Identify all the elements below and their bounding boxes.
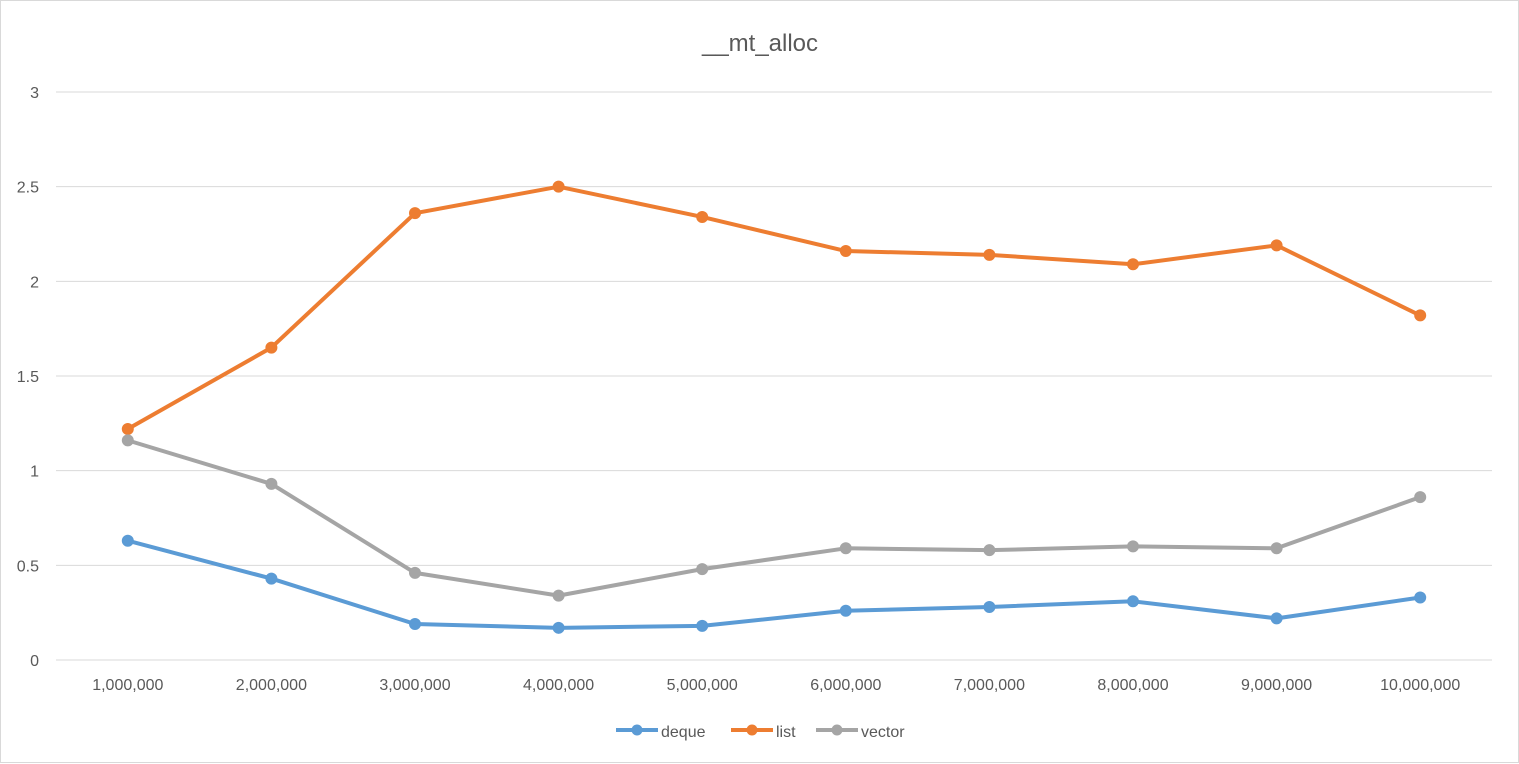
y-tick-label: 2.5 xyxy=(17,180,39,197)
data-point xyxy=(1414,491,1427,504)
series-line-list xyxy=(125,184,1423,432)
data-point xyxy=(265,572,278,585)
x-axis-ticks: 1,000,000 2,000,000 3,000,000 4,000,000 5,00… xyxy=(92,677,1460,694)
chart-title: __mt_alloc xyxy=(701,30,818,57)
y-tick-label: 3 xyxy=(30,85,39,102)
series-line-vector xyxy=(125,438,1423,598)
data-point xyxy=(409,566,421,579)
data-point xyxy=(409,618,421,631)
data-point xyxy=(1127,595,1139,608)
data-point xyxy=(1414,591,1427,604)
data-point xyxy=(265,477,278,490)
series-vector xyxy=(121,434,1427,602)
data-point xyxy=(265,341,278,354)
y-tick-label: 0 xyxy=(30,653,39,670)
data-point xyxy=(121,534,134,547)
data-point xyxy=(1127,540,1139,553)
y-tick-label: 0.5 xyxy=(17,558,39,575)
x-tick-label: 5,000,000 xyxy=(667,677,738,694)
data-point xyxy=(983,544,996,557)
x-tick-label: 6,000,000 xyxy=(810,677,881,694)
series-list xyxy=(121,180,1427,436)
legend-swatch-marker xyxy=(746,724,758,736)
x-tick-label: 1,000,000 xyxy=(92,677,163,694)
data-point xyxy=(121,434,134,447)
x-tick-label: 8,000,000 xyxy=(1097,677,1168,694)
gridlines xyxy=(56,91,1492,661)
data-point xyxy=(983,600,996,613)
series-line-deque xyxy=(125,538,1423,630)
legend-item-vector: vector xyxy=(816,724,905,741)
y-tick-label: 1 xyxy=(30,464,39,481)
data-point xyxy=(839,245,852,258)
y-tick-label: 1.5 xyxy=(17,369,39,386)
data-point xyxy=(552,621,565,634)
legend-label: vector xyxy=(861,724,905,741)
x-tick-label: 9,000,000 xyxy=(1241,677,1312,694)
data-point xyxy=(696,563,709,576)
data-point xyxy=(983,248,996,261)
data-point xyxy=(409,207,421,220)
data-point xyxy=(1270,239,1283,252)
data-point xyxy=(1127,258,1139,271)
legend: deque list vector xyxy=(616,724,905,741)
legend-label: list xyxy=(776,724,796,741)
data-point xyxy=(696,210,709,223)
series-lines xyxy=(121,180,1427,634)
y-axis-ticks: 0 0.5 1 1.5 2 2.5 3 xyxy=(17,85,39,670)
legend-swatch-marker xyxy=(831,724,843,736)
data-point xyxy=(839,542,852,555)
x-tick-label: 10,000,000 xyxy=(1380,677,1460,694)
series-deque xyxy=(121,534,1427,634)
legend-item-deque: deque xyxy=(616,724,706,741)
x-tick-label: 7,000,000 xyxy=(954,677,1025,694)
x-tick-label: 4,000,000 xyxy=(523,677,594,694)
legend-swatch-marker xyxy=(631,724,643,736)
y-tick-label: 2 xyxy=(30,274,39,291)
x-tick-label: 2,000,000 xyxy=(236,677,307,694)
data-point xyxy=(552,589,565,602)
data-point xyxy=(1414,309,1427,322)
data-point xyxy=(1270,542,1283,555)
legend-label: deque xyxy=(661,724,706,741)
data-point xyxy=(121,423,134,436)
data-point xyxy=(696,619,709,632)
data-point xyxy=(1270,612,1283,625)
x-tick-label: 3,000,000 xyxy=(379,677,450,694)
data-point xyxy=(552,180,565,193)
legend-item-list: list xyxy=(731,724,796,741)
data-point xyxy=(839,604,852,617)
